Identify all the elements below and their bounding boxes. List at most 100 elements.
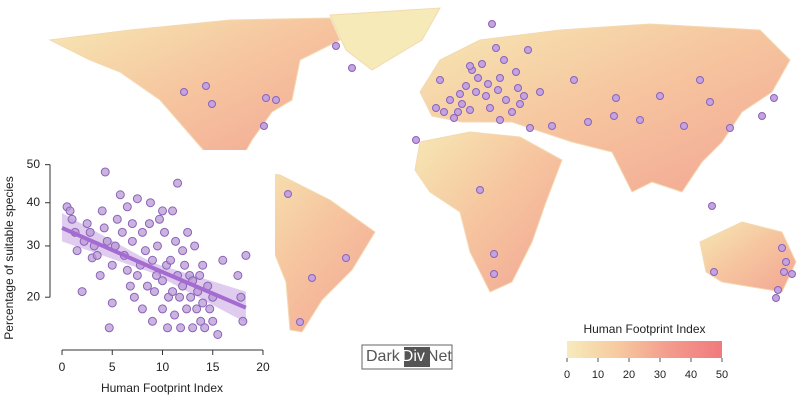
world-map bbox=[48, 7, 797, 333]
scatter-point bbox=[95, 270, 105, 280]
scatter-point bbox=[100, 167, 110, 177]
scatter-point bbox=[125, 281, 135, 291]
y-axis-label: Percentage of suitable species bbox=[2, 176, 16, 339]
scatter-point bbox=[158, 304, 167, 314]
colorbar-tick-label: 50 bbox=[716, 369, 728, 381]
site-point bbox=[260, 122, 268, 130]
scatter-point bbox=[205, 304, 215, 314]
scatter-point bbox=[67, 214, 77, 224]
scatter-point bbox=[198, 298, 208, 308]
scatter-point bbox=[241, 250, 251, 260]
scatter-point bbox=[166, 255, 176, 265]
scatter-point bbox=[122, 265, 132, 275]
scatter-point bbox=[163, 323, 173, 333]
scatter-point bbox=[192, 304, 202, 314]
x-tick-label: 15 bbox=[206, 360, 220, 374]
eurasia bbox=[419, 23, 791, 193]
colorbar: Human Footprint Index 0 10 20 30 40 50 bbox=[564, 322, 728, 381]
scatter-point bbox=[107, 260, 117, 270]
australia bbox=[699, 221, 797, 293]
scatter-point bbox=[147, 255, 157, 265]
site-point bbox=[332, 42, 340, 50]
site-point bbox=[524, 46, 532, 54]
scatter-point bbox=[117, 227, 127, 237]
x-tick-label: 10 bbox=[156, 360, 170, 374]
scatter-point bbox=[149, 287, 159, 297]
scatter-point bbox=[183, 227, 193, 237]
site-point bbox=[772, 294, 780, 302]
colorbar-tick-label: 40 bbox=[685, 369, 697, 381]
scatter-point bbox=[233, 270, 243, 280]
scatter-point bbox=[178, 246, 188, 256]
scatter-point bbox=[236, 292, 246, 302]
site-point bbox=[284, 190, 292, 198]
colorbar-bar bbox=[567, 341, 722, 358]
site-point bbox=[262, 94, 270, 102]
scatter-point bbox=[137, 227, 147, 237]
site-point bbox=[782, 258, 790, 266]
site-point bbox=[774, 286, 782, 294]
site-point bbox=[180, 88, 188, 96]
scatter-point bbox=[140, 246, 150, 256]
y-tick-label: 20 bbox=[27, 289, 41, 303]
site-point bbox=[484, 80, 492, 88]
site-point bbox=[436, 76, 444, 84]
site-point bbox=[456, 90, 464, 98]
site-point bbox=[348, 64, 356, 72]
logo-text: Dark Div Net bbox=[366, 348, 452, 365]
x-tick-label: 0 bbox=[59, 360, 66, 374]
site-point bbox=[788, 270, 796, 278]
scatter-point bbox=[145, 198, 155, 208]
scatter-point bbox=[175, 292, 185, 302]
scatter-point bbox=[160, 227, 170, 237]
site-point bbox=[490, 250, 498, 258]
scatter-point bbox=[238, 316, 248, 326]
scatter-point bbox=[122, 202, 132, 212]
site-point bbox=[610, 112, 618, 120]
site-point bbox=[758, 112, 766, 120]
site-point bbox=[272, 96, 280, 104]
site-points bbox=[180, 20, 796, 326]
scatter-point bbox=[92, 250, 102, 260]
scatter-point bbox=[198, 260, 208, 270]
scatter-point bbox=[208, 316, 218, 326]
scatter-point bbox=[77, 287, 87, 297]
y-tick-label: 50 bbox=[27, 157, 41, 171]
scatter-point bbox=[158, 206, 167, 216]
logo-part: Dark bbox=[366, 348, 401, 365]
scatter-point bbox=[168, 287, 178, 297]
site-point bbox=[208, 100, 216, 108]
site-point bbox=[412, 136, 420, 144]
scatter-point bbox=[218, 255, 228, 265]
site-point bbox=[708, 202, 716, 210]
scatter-point bbox=[176, 323, 186, 333]
site-point bbox=[780, 268, 788, 276]
site-point bbox=[482, 92, 490, 100]
scatter-point bbox=[127, 219, 137, 229]
site-point bbox=[508, 108, 516, 116]
north-america bbox=[48, 17, 341, 166]
site-point bbox=[486, 104, 494, 112]
site-point bbox=[548, 122, 556, 130]
site-point bbox=[500, 56, 508, 64]
scatter-point bbox=[147, 316, 157, 326]
site-point bbox=[458, 100, 466, 108]
scatter-point bbox=[188, 323, 198, 333]
site-point bbox=[446, 96, 454, 104]
site-point bbox=[490, 270, 498, 278]
scatter-point bbox=[142, 281, 152, 291]
site-point bbox=[516, 100, 524, 108]
scatter-point bbox=[82, 219, 92, 229]
scatter-point bbox=[115, 190, 125, 200]
scatter-point bbox=[182, 304, 192, 314]
scatter-point bbox=[97, 206, 107, 216]
site-point bbox=[612, 94, 620, 102]
site-point bbox=[474, 74, 482, 82]
site-point bbox=[502, 96, 510, 104]
site-point bbox=[496, 74, 504, 82]
site-point bbox=[526, 124, 534, 132]
site-point bbox=[478, 60, 486, 68]
site-point bbox=[476, 186, 484, 194]
site-point bbox=[710, 268, 718, 276]
scatter-point bbox=[186, 292, 196, 302]
